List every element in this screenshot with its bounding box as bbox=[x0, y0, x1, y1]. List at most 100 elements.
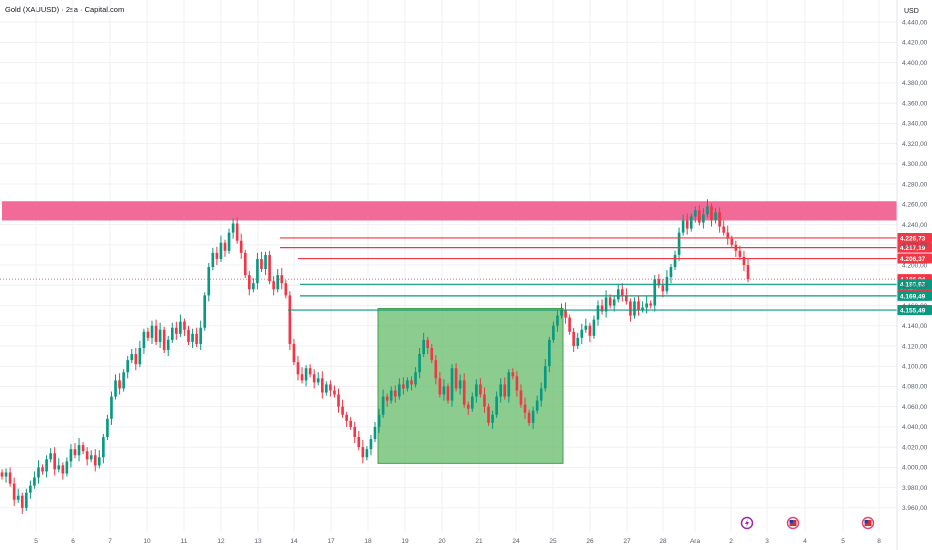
candle-body bbox=[698, 210, 701, 223]
candle-body bbox=[345, 414, 348, 421]
candle-body bbox=[53, 453, 57, 470]
x-tick-label: 19 bbox=[401, 538, 409, 545]
candle-body bbox=[637, 301, 640, 310]
candle-body bbox=[515, 376, 519, 391]
candle-body bbox=[49, 453, 52, 460]
y-tick-label: 4.440,00 bbox=[902, 19, 928, 26]
candle-body bbox=[312, 374, 316, 383]
candle-body bbox=[389, 390, 393, 401]
candle-body bbox=[4, 472, 8, 477]
candle-body bbox=[677, 232, 681, 255]
candle-body bbox=[150, 325, 154, 338]
candle-body bbox=[41, 467, 44, 472]
candle-body bbox=[548, 339, 551, 367]
candle-body bbox=[446, 386, 450, 401]
candle-body bbox=[33, 477, 36, 486]
x-axis: 5 6 7 10 11 12 13 14 17 18 19 20 21 24 25 26 27 28 Ara 2 3 4 5… bbox=[34, 538, 881, 545]
y-tick-label: 4.120,00 bbox=[902, 343, 928, 350]
candle-body bbox=[426, 339, 430, 348]
candle-body bbox=[507, 372, 511, 397]
candle-body bbox=[349, 420, 352, 427]
candle-body bbox=[252, 283, 255, 290]
candle-body bbox=[325, 384, 328, 393]
candle-body bbox=[243, 252, 247, 276]
candle-body bbox=[596, 305, 600, 320]
candle-body bbox=[284, 283, 288, 296]
candle-body bbox=[616, 289, 620, 300]
candle-body bbox=[73, 449, 77, 456]
candle-body bbox=[276, 275, 280, 290]
candle-body bbox=[231, 223, 235, 233]
candle-body bbox=[357, 437, 361, 448]
candle-body bbox=[576, 337, 580, 346]
flash-event-icon[interactable] bbox=[740, 516, 754, 530]
candle-body bbox=[625, 295, 628, 302]
candle-body bbox=[195, 333, 198, 344]
candle-body bbox=[487, 406, 490, 423]
candle-body bbox=[689, 216, 693, 229]
candle-body bbox=[45, 459, 48, 472]
candle-body bbox=[410, 380, 413, 385]
candle-body bbox=[730, 238, 734, 245]
candle-body bbox=[179, 321, 182, 334]
candle-body bbox=[702, 214, 705, 223]
candle-body bbox=[37, 467, 40, 478]
candle-body bbox=[272, 281, 275, 290]
candle-body bbox=[458, 380, 462, 389]
candle-body bbox=[361, 447, 365, 458]
price-badge bbox=[897, 279, 932, 290]
price-badge bbox=[897, 242, 932, 253]
y-tick-label: 4.260,00 bbox=[902, 202, 928, 209]
price-badge-label: 4.217,19 bbox=[900, 245, 926, 252]
candle-body bbox=[320, 378, 324, 393]
candle-body bbox=[187, 329, 190, 342]
candle-body bbox=[519, 390, 523, 405]
y-tick-label: 4.400,00 bbox=[902, 60, 928, 67]
flag-canton bbox=[789, 520, 793, 523]
us-flag-event-icon[interactable] bbox=[786, 516, 800, 530]
candle-body bbox=[260, 258, 263, 270]
candle-body bbox=[341, 406, 344, 415]
x-tick-label: 8 bbox=[877, 538, 881, 545]
candle-body bbox=[102, 437, 105, 458]
candle-body bbox=[77, 445, 81, 456]
candle-body bbox=[580, 329, 584, 338]
candle-body bbox=[511, 372, 515, 377]
price-badge bbox=[897, 290, 932, 301]
candle-body bbox=[199, 327, 202, 344]
y-tick-label: 4.240,00 bbox=[902, 222, 928, 229]
y-tick-label: 4.020,00 bbox=[902, 444, 928, 451]
candle-body bbox=[450, 368, 454, 401]
candle-body bbox=[154, 325, 158, 342]
candle-body bbox=[442, 386, 446, 395]
candle-body bbox=[29, 485, 32, 493]
candle-body bbox=[706, 206, 709, 215]
x-tick-label: 6 bbox=[71, 538, 75, 545]
candle-body bbox=[89, 455, 93, 460]
candle-body bbox=[215, 252, 219, 259]
y-tick-label: 4.100,00 bbox=[902, 364, 928, 371]
candle-body bbox=[353, 426, 357, 438]
y-tick-label: 4.140,00 bbox=[902, 323, 928, 330]
candle-body bbox=[560, 309, 563, 316]
price-badge-label: 4.206,37 bbox=[900, 256, 926, 263]
candle-body bbox=[454, 368, 458, 389]
x-tick-label: 17 bbox=[327, 538, 335, 545]
resistance-zone bbox=[2, 201, 897, 221]
candle-body bbox=[114, 380, 117, 397]
candle-body bbox=[543, 366, 547, 389]
candle-body bbox=[633, 301, 636, 316]
candle-body bbox=[377, 414, 381, 427]
y-tick-label: 4.380,00 bbox=[902, 80, 928, 87]
candle-body bbox=[673, 254, 677, 268]
candle-body bbox=[308, 368, 312, 375]
x-tick-label: 7 bbox=[108, 538, 112, 545]
us-flag-event-icon[interactable] bbox=[861, 516, 875, 530]
candle-body bbox=[470, 396, 474, 409]
candle-body bbox=[479, 384, 482, 395]
y-tick-label: 4.080,00 bbox=[902, 384, 928, 391]
y-tick-label: 4.040,00 bbox=[902, 424, 928, 431]
candle-body bbox=[122, 372, 125, 389]
zones bbox=[2, 201, 897, 464]
